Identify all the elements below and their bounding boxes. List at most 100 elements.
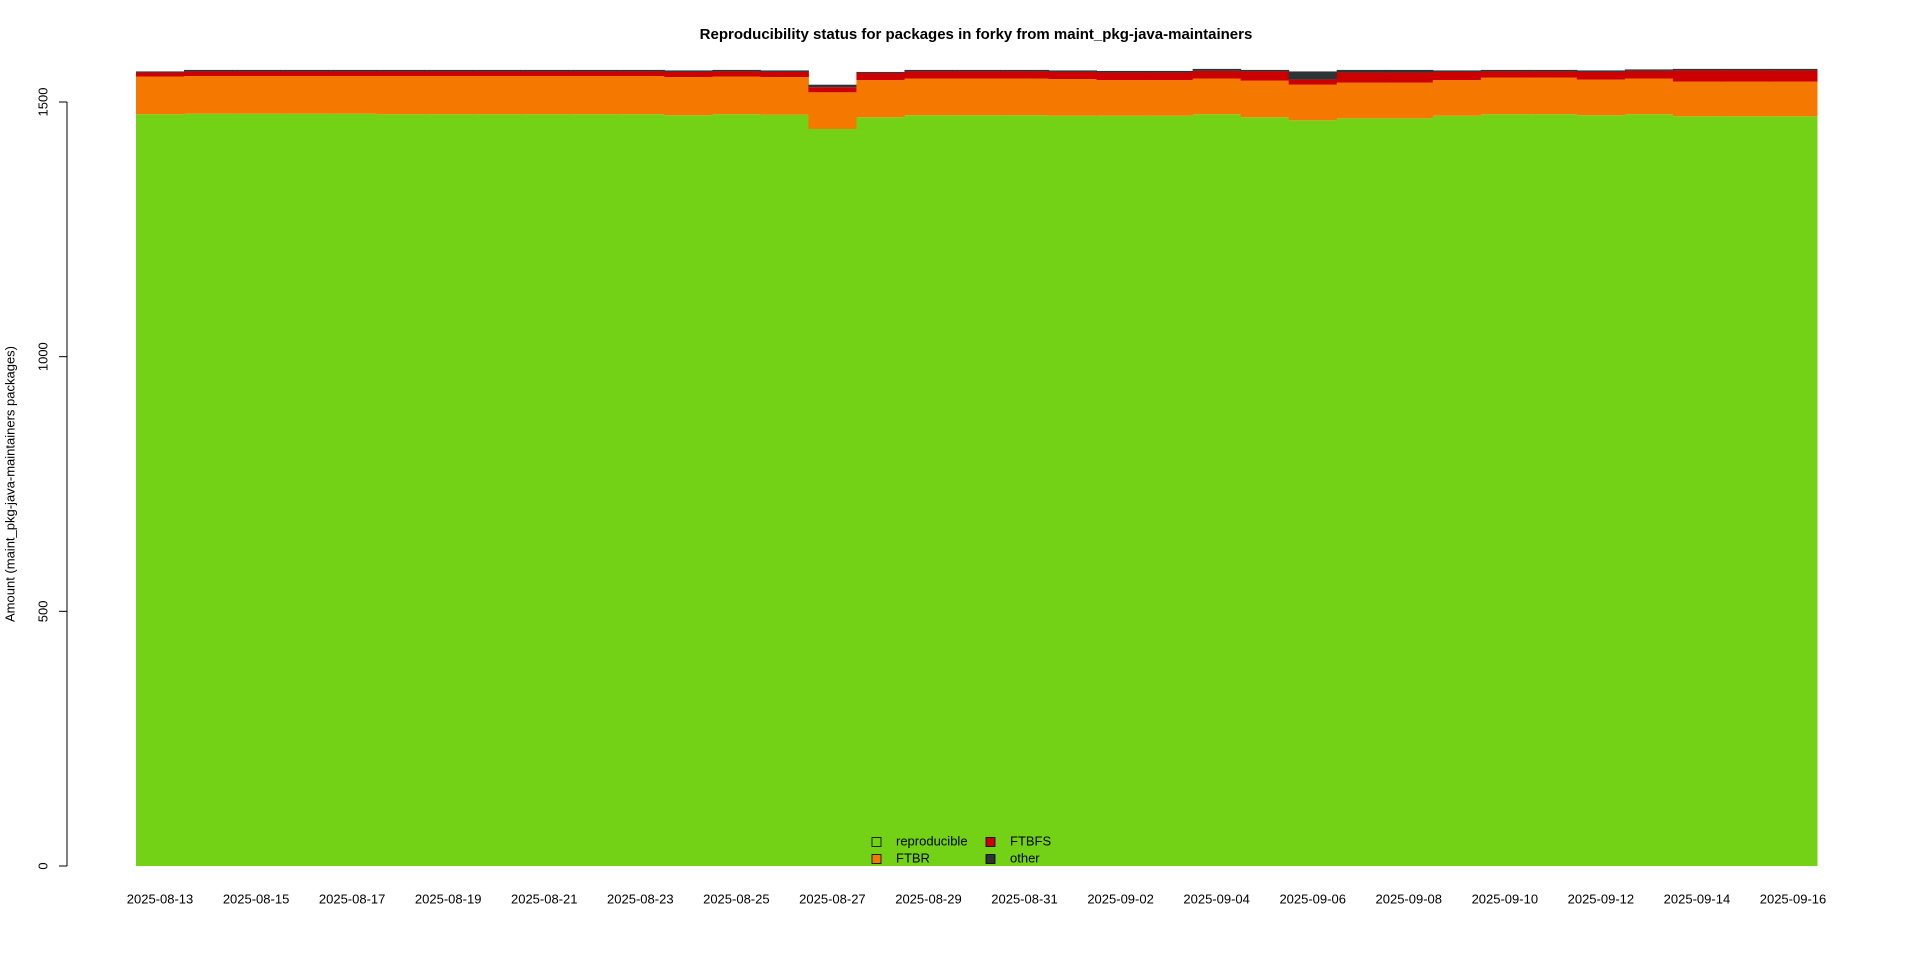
x-tick-label: 2025-08-27 bbox=[799, 891, 866, 906]
bar-segment bbox=[1192, 68, 1242, 71]
bar-segment bbox=[1720, 68, 1770, 71]
bar-segment bbox=[808, 84, 857, 88]
bar-segment bbox=[1144, 72, 1194, 81]
bar-segment bbox=[712, 76, 761, 115]
x-tick-label: 2025-08-15 bbox=[223, 891, 290, 906]
bar-segment bbox=[424, 69, 473, 72]
chart-title: Reproducibility status for packages in f… bbox=[700, 26, 1253, 43]
bar-segment bbox=[568, 76, 617, 115]
bar-segment bbox=[904, 115, 953, 866]
bar-segment bbox=[1240, 117, 1290, 866]
bar-segment bbox=[568, 114, 617, 866]
bar-segment bbox=[232, 113, 281, 867]
bar-segment bbox=[808, 128, 857, 867]
bar-segment bbox=[1192, 114, 1242, 866]
bar-segment bbox=[760, 71, 809, 78]
bar-segment bbox=[1624, 69, 1674, 71]
bar-segment bbox=[1720, 81, 1770, 117]
bar-segment bbox=[1528, 71, 1578, 78]
bar-segment bbox=[472, 76, 521, 115]
bar-segment bbox=[904, 69, 953, 72]
bar-segment bbox=[760, 77, 809, 115]
bar-segment bbox=[1720, 116, 1770, 866]
bar-segment bbox=[1432, 70, 1482, 72]
bar-segment bbox=[136, 71, 185, 73]
x-tick-label: 2025-08-17 bbox=[319, 891, 386, 906]
bar-segment bbox=[1720, 70, 1770, 82]
bar-segment bbox=[904, 78, 953, 116]
bar-segment bbox=[1384, 118, 1434, 867]
bar-segment bbox=[568, 71, 617, 77]
bar-segment bbox=[1096, 115, 1146, 866]
bar-segment bbox=[568, 69, 617, 72]
bar-segment bbox=[328, 113, 377, 867]
bar-segment bbox=[1432, 115, 1482, 866]
bar-segment bbox=[1624, 114, 1674, 866]
x-tick-label: 2025-08-29 bbox=[895, 891, 962, 906]
bar-segment bbox=[1288, 71, 1338, 80]
bar-segment bbox=[1480, 114, 1530, 866]
bar-segment bbox=[1288, 120, 1338, 866]
legend-label: other bbox=[1010, 850, 1040, 865]
bar-segment bbox=[952, 115, 1002, 866]
bar-segment bbox=[664, 77, 713, 116]
bar-segment bbox=[1384, 72, 1434, 83]
bar-segment bbox=[1000, 69, 1050, 72]
bar-segment bbox=[1336, 118, 1386, 867]
bar-segment bbox=[376, 114, 425, 866]
bar-segment bbox=[1288, 84, 1338, 121]
bar-segment bbox=[1192, 70, 1242, 79]
bar-segment bbox=[1336, 82, 1386, 119]
bar-segment bbox=[952, 69, 1002, 72]
bar-segment bbox=[1144, 115, 1194, 866]
bar-segment bbox=[616, 114, 665, 866]
bar-segment bbox=[1192, 78, 1242, 115]
bar-segment bbox=[376, 69, 425, 72]
bar-segment bbox=[1096, 70, 1146, 73]
bar-segment bbox=[376, 71, 425, 77]
bar-segment bbox=[472, 114, 521, 866]
y-axis-label: Amount (maint_pkg-java-maintainers packa… bbox=[2, 346, 17, 622]
bar-segment bbox=[952, 71, 1002, 79]
bar-segment bbox=[1000, 71, 1050, 79]
bar-segment bbox=[1672, 70, 1722, 82]
bar-segment bbox=[1048, 71, 1098, 80]
bar-segment bbox=[424, 71, 473, 77]
bar-segment bbox=[280, 76, 329, 114]
bar-segment bbox=[664, 71, 713, 78]
x-tick-label: 2025-08-25 bbox=[703, 891, 770, 906]
legend-swatch bbox=[985, 837, 996, 847]
bar-segment bbox=[1432, 80, 1482, 116]
bar-segment bbox=[1624, 78, 1674, 115]
bar-segment bbox=[1624, 70, 1674, 79]
x-tick-label: 2025-09-12 bbox=[1568, 891, 1635, 906]
bar-segment bbox=[280, 69, 329, 72]
bar-segment bbox=[1768, 70, 1818, 82]
x-tick-label: 2025-09-02 bbox=[1087, 891, 1154, 906]
bar-segment bbox=[1048, 79, 1098, 116]
bar-segment bbox=[1096, 80, 1146, 116]
bar-segment bbox=[1576, 70, 1626, 72]
bar-segment bbox=[1096, 72, 1146, 81]
bar-segment bbox=[136, 72, 185, 77]
bar-segment bbox=[1576, 71, 1626, 80]
bar-segment bbox=[760, 114, 809, 866]
bar-segment bbox=[1768, 68, 1818, 71]
legend-label: FTBFS bbox=[1010, 833, 1051, 848]
bar-segment bbox=[616, 76, 665, 115]
bar-segment bbox=[712, 69, 761, 72]
bar-segment bbox=[1288, 79, 1338, 85]
bar-segment bbox=[232, 76, 281, 114]
bar-segment bbox=[1144, 70, 1194, 73]
legend-swatch bbox=[985, 854, 996, 864]
bar-segment bbox=[184, 69, 233, 72]
legend-label: reproducible bbox=[896, 833, 968, 848]
bar-segment bbox=[808, 92, 857, 129]
bar-segment bbox=[280, 113, 329, 867]
bar-segment bbox=[712, 114, 761, 866]
bar-segment bbox=[1672, 68, 1722, 71]
bar-segment bbox=[712, 71, 761, 77]
bar-segment bbox=[1768, 81, 1818, 117]
bar-segment bbox=[184, 113, 233, 867]
bar-segment bbox=[1768, 116, 1818, 866]
